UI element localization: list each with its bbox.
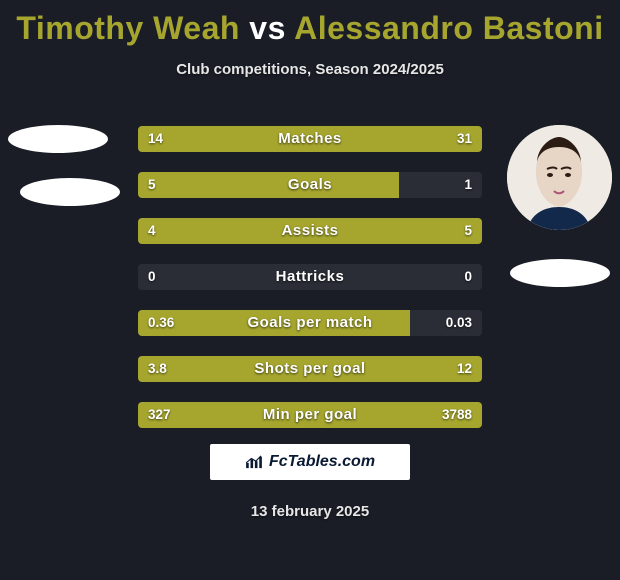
stat-label: Goals per match	[138, 310, 482, 336]
player2-name: Alessandro Bastoni	[294, 10, 604, 46]
player-photo-icon	[507, 125, 612, 230]
avatar-right	[507, 125, 612, 230]
brand-text: FcTables.com	[269, 453, 375, 471]
brand-badge: FcTables.com	[210, 444, 410, 480]
stat-label: Min per goal	[138, 402, 482, 428]
avatar-left-placeholder-2	[20, 178, 120, 206]
stat-row: 3273788Min per goal	[138, 402, 482, 428]
stat-label: Assists	[138, 218, 482, 244]
stat-label: Matches	[138, 126, 482, 152]
stat-label: Shots per goal	[138, 356, 482, 382]
stat-label: Hattricks	[138, 264, 482, 290]
avatar-left-placeholder-1	[8, 125, 108, 153]
stat-row: 3.812Shots per goal	[138, 356, 482, 382]
page-title: Timothy Weah vs Alessandro Bastoni	[0, 0, 620, 47]
date-label: 13 february 2025	[0, 503, 620, 520]
stat-row: 51Goals	[138, 172, 482, 198]
vs-label: vs	[249, 10, 286, 46]
stat-row: 00Hattricks	[138, 264, 482, 290]
stat-label: Goals	[138, 172, 482, 198]
stat-bars: 1431Matches 51Goals 45Assists 00Hattricks 0.…	[138, 126, 482, 448]
avatar-right-shadow	[510, 259, 610, 287]
bar-chart-icon	[245, 455, 263, 469]
stat-row: 1431Matches	[138, 126, 482, 152]
subtitle: Club competitions, Season 2024/2025	[0, 61, 620, 78]
stat-row: 45Assists	[138, 218, 482, 244]
player1-name: Timothy Weah	[16, 10, 240, 46]
stat-row: 0.360.03Goals per match	[138, 310, 482, 336]
comparison-card: { "title": { "player1": "Timothy Weah", …	[0, 0, 620, 580]
